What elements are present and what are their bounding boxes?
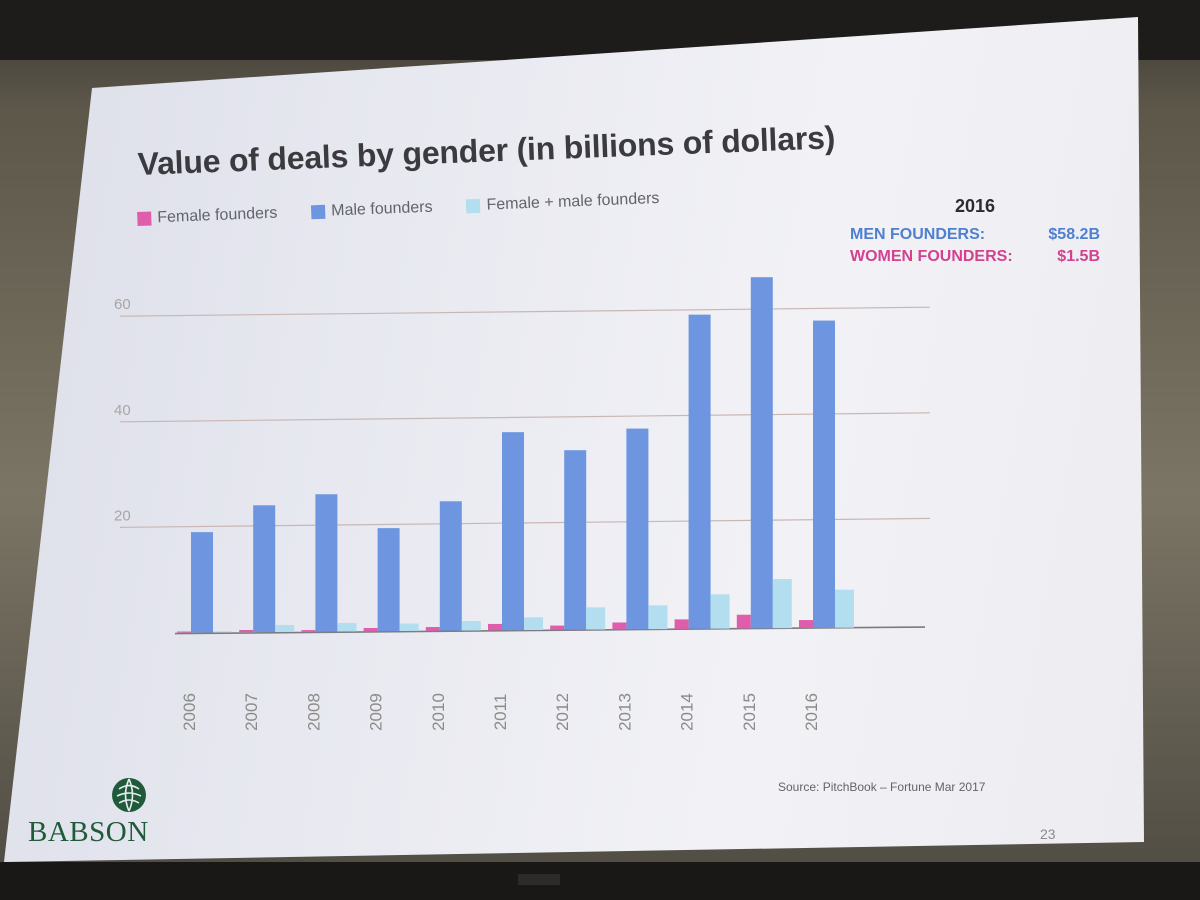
bar-female-male-founders-2007 <box>275 624 295 632</box>
x-axis-baseline <box>174 626 926 635</box>
x-tick-label-2012: 2012 <box>553 693 572 731</box>
bar-male-founders-2014 <box>688 314 711 629</box>
bar-female-founders-2007 <box>239 630 254 633</box>
y-tick-label-20: 20 <box>114 507 131 524</box>
x-tick-label-2008: 2008 <box>304 693 323 731</box>
bar-male-founders-2016 <box>813 320 835 628</box>
gridline-60 <box>119 306 931 317</box>
bar-female-founders-2013 <box>612 622 627 630</box>
source-note: Source: PitchBook – Fortune Mar 2017 <box>778 780 986 794</box>
bar-female-founders-2014 <box>674 619 689 629</box>
bar-female-founders-2015 <box>736 614 751 629</box>
bar-female-founders-2016 <box>799 620 813 628</box>
bar-female-founders-2012 <box>550 625 565 630</box>
callout-women-value: $1.5B <box>1057 248 1100 265</box>
x-tick-label-2011: 2011 <box>491 694 510 731</box>
bar-female-founders-2011 <box>488 623 502 631</box>
bar-male-founders-2009 <box>377 528 400 632</box>
page-number: 23 <box>1040 826 1056 842</box>
bar-female-male-founders-2009 <box>399 623 419 631</box>
bars <box>177 277 854 633</box>
bar-male-founders-2011 <box>502 432 524 631</box>
x-tick-label-2009: 2009 <box>367 693 386 731</box>
bar-male-founders-2008 <box>315 494 338 632</box>
callout-men-label: MEN FOUNDERS: <box>850 226 986 243</box>
bar-male-founders-2013 <box>626 428 649 630</box>
bottom-bezel <box>0 862 1200 900</box>
gridline-20 <box>119 517 931 528</box>
bar-male-founders-2015 <box>750 277 773 629</box>
gridline-40 <box>119 412 931 423</box>
callout-year: 2016 <box>955 196 996 216</box>
x-tick-label-2007: 2007 <box>242 693 261 731</box>
category-labels: 2006 2007 2008 2009 2010 2011 2012 2013 2014 2015… <box>180 693 821 731</box>
babson-logo: BABSON <box>28 776 178 856</box>
x-tick-label-2013: 2013 <box>615 693 634 731</box>
bar-female-male-founders-2008 <box>337 622 357 632</box>
bar-female-male-founders-2010 <box>461 620 481 631</box>
bar-female-founders-2009 <box>363 628 378 632</box>
x-tick-label-2016: 2016 <box>802 693 821 731</box>
bar-male-founders-2012 <box>564 450 587 630</box>
projector-badge <box>518 874 560 885</box>
bar-male-founders-2007 <box>253 505 276 633</box>
bar-female-male-founders-2011 <box>524 617 543 631</box>
bar-female-founders-2006 <box>177 631 191 633</box>
bar-male-founders-2006 <box>191 532 213 633</box>
callout-men-value: $58.2B <box>1048 226 1100 243</box>
bar-female-male-founders-2012 <box>586 607 606 630</box>
bar-female-male-founders-2006 <box>213 631 232 633</box>
x-tick-label-2006: 2006 <box>180 693 199 731</box>
y-tick-label-60: 60 <box>114 296 131 313</box>
bar-male-founders-2010 <box>439 501 462 631</box>
x-tick-label-2015: 2015 <box>740 693 759 731</box>
bar-female-male-founders-2013 <box>648 605 668 630</box>
bar-female-founders-2008 <box>301 630 316 632</box>
bar-female-male-founders-2016 <box>835 589 854 628</box>
logo-wordmark: BABSON <box>28 816 149 848</box>
callout-women-label: WOMEN FOUNDERS: <box>850 248 1013 265</box>
x-tick-label-2014: 2014 <box>678 693 697 731</box>
bar-female-male-founders-2015 <box>772 579 792 629</box>
y-tick-label-40: 40 <box>114 402 131 419</box>
globe-emblem-icon <box>112 778 146 812</box>
x-tick-label-2010: 2010 <box>429 693 448 731</box>
bar-female-founders-2010 <box>425 627 440 631</box>
bar-female-male-founders-2014 <box>710 594 730 629</box>
